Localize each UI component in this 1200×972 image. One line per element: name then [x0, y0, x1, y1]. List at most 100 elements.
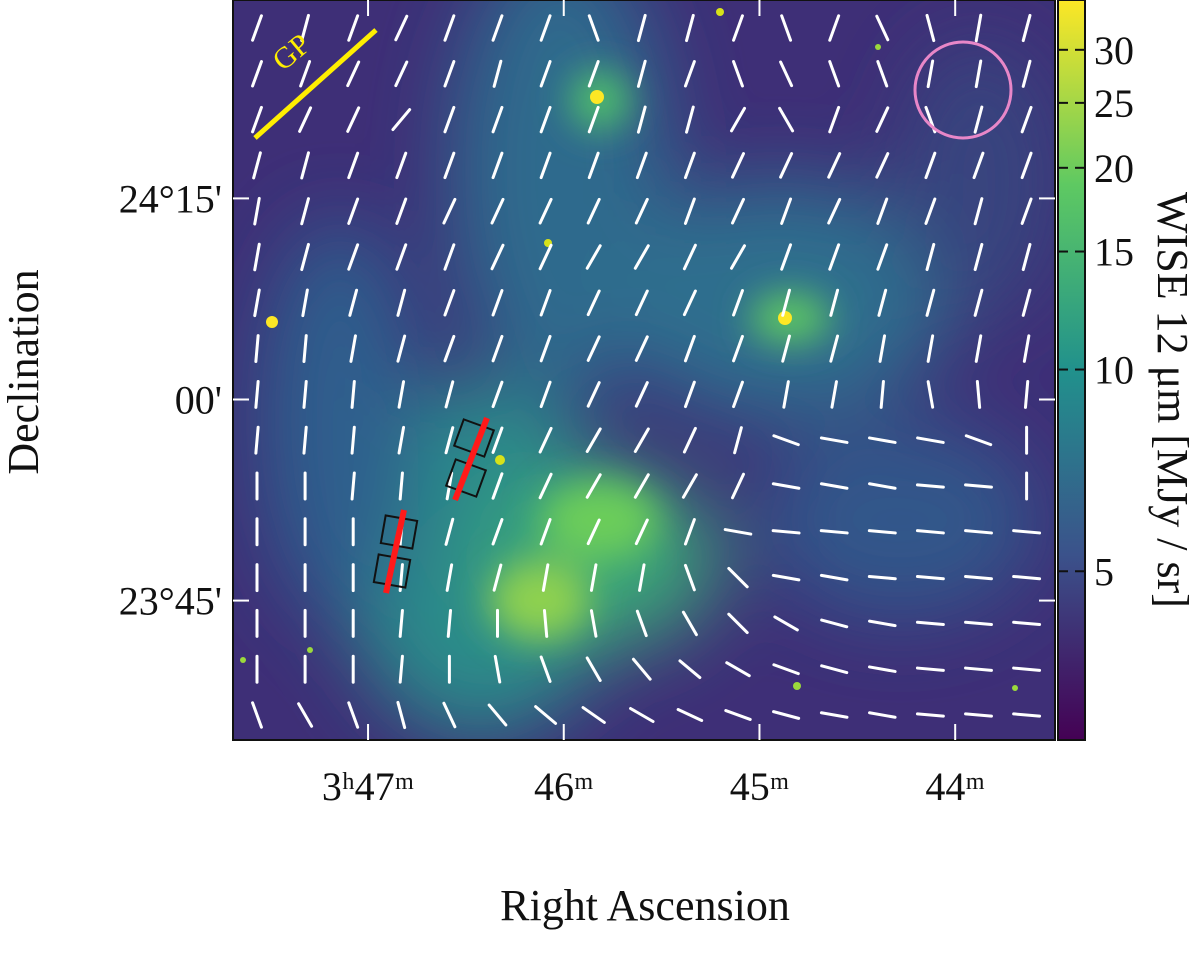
polarization-vector [828, 105, 841, 134]
polarization-vector [539, 14, 552, 42]
polarization-vector [1012, 529, 1042, 535]
polarization-vector [867, 436, 897, 444]
polarization-vector [396, 288, 407, 317]
polarization-vector [926, 380, 935, 409]
polarization-vector [877, 288, 888, 317]
polarization-vector [443, 243, 456, 271]
polarization-vector [964, 529, 993, 535]
axes: 3ʰ47ᵐ 46ᵐ 45ᵐ 44ᵐ 24°15' 00' 23°45' 5 10 15 20 25 30 [119, 0, 1134, 809]
polarization-vector [683, 563, 696, 592]
polarization-vector [635, 609, 648, 638]
polarization-vector [867, 711, 897, 719]
polarization-vector [396, 700, 407, 730]
polarization-vector [925, 288, 936, 317]
polarization-vector [915, 712, 945, 718]
polarization-vector [681, 473, 698, 499]
polarization-vector [1021, 242, 1032, 272]
polarization-vector [442, 197, 457, 225]
polarization-vector [395, 243, 408, 271]
polarization-vector [491, 518, 504, 546]
polarization-vector [585, 473, 602, 499]
polarization-vector [589, 609, 598, 638]
polarization-vector [443, 151, 456, 180]
polarization-vector [1020, 151, 1033, 180]
x-tick-label: 44ᵐ [925, 764, 985, 809]
y-axis-label: Declination [0, 269, 48, 474]
polarization-vector [867, 619, 897, 628]
polarization-vector [633, 244, 650, 270]
polarization-vector [682, 426, 697, 454]
polarization-vector [491, 426, 504, 454]
polarization-vector [539, 60, 552, 88]
polarization-vector [829, 334, 840, 363]
polarization-vector [491, 289, 504, 317]
polarization-vector [487, 703, 508, 727]
polarization-vector [538, 472, 553, 500]
polarization-vector [251, 701, 263, 729]
polarization-vector [964, 712, 993, 718]
polarization-vector [349, 334, 357, 363]
polarization-vector [685, 105, 695, 134]
polarization-vector [732, 14, 744, 42]
polarization-vector [727, 612, 749, 635]
polarization-vector [974, 334, 983, 363]
polarization-vector [350, 379, 356, 409]
polarization-vector [443, 14, 456, 42]
polarization-vector [302, 379, 308, 409]
polarization-vectors [251, 13, 1042, 730]
polarization-vector [636, 59, 647, 88]
polarization-vector [493, 654, 502, 684]
polarization-vector [925, 242, 936, 272]
polarization-vector [732, 60, 744, 88]
polarization-vector [446, 608, 453, 638]
polarization-vector [300, 13, 310, 43]
polarization-vector [828, 60, 841, 88]
polarization-vector [780, 14, 793, 42]
polarization-vector [302, 334, 308, 364]
polarization-vector [819, 436, 849, 444]
beam-circle [913, 40, 1013, 140]
polarization-vector [780, 243, 793, 271]
colorbar-tick-label: 15 [1094, 230, 1134, 275]
polarization-vector [539, 334, 552, 363]
polarization-vector [915, 529, 945, 535]
polarization-vector [444, 426, 455, 455]
polarization-vector [298, 106, 313, 133]
polarization-vector [724, 709, 752, 721]
polarization-vector [781, 334, 791, 363]
polarization-vector [876, 243, 889, 271]
polarization-vector [490, 243, 505, 271]
polarization-vector [539, 380, 552, 409]
polarization-vector [876, 197, 889, 225]
polarization-vector [445, 563, 454, 592]
polarization-vector [772, 434, 800, 447]
polarization-vector [300, 151, 310, 180]
polarization-vector [683, 334, 696, 363]
polarization-vector [585, 244, 602, 270]
polarization-vector [867, 529, 897, 535]
polarization-vector [964, 620, 993, 627]
outflow-line [383, 509, 407, 594]
polarization-vector [1020, 197, 1033, 225]
polarization-vector [539, 518, 552, 546]
polarization-vector [491, 14, 504, 42]
polarization-vector [539, 289, 552, 317]
colorbar-tick-label: 20 [1094, 146, 1134, 191]
polarization-vector [636, 13, 647, 43]
polarization-vector [253, 242, 261, 272]
polarization-vector [676, 708, 704, 722]
polarization-vector [1021, 288, 1032, 317]
polarization-vector [723, 528, 753, 536]
polarization-vector [973, 242, 984, 272]
polarization-vector [819, 573, 849, 582]
polarization-vector [587, 60, 600, 88]
polarization-vector [254, 425, 260, 455]
polarization-vector [491, 472, 504, 500]
polarization-vector [251, 105, 263, 134]
polarization-vector [772, 710, 801, 720]
x-tick-label: 46ᵐ [534, 764, 594, 809]
x-axis-label: Right Ascension [500, 881, 790, 930]
polarization-vector [926, 59, 935, 89]
polarization-vector [586, 381, 601, 408]
polarization-vector [771, 482, 801, 490]
